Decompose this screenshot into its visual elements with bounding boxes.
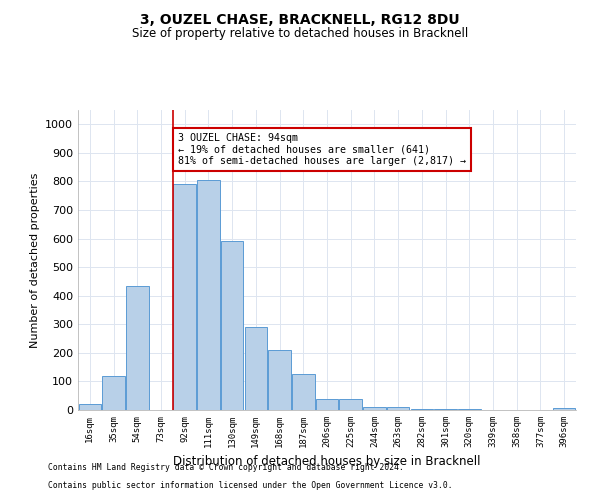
Text: 3 OUZEL CHASE: 94sqm
← 19% of detached houses are smaller (641)
81% of semi-deta: 3 OUZEL CHASE: 94sqm ← 19% of detached h… xyxy=(178,133,466,166)
Bar xyxy=(553,408,575,410)
Bar xyxy=(340,398,362,410)
Bar xyxy=(363,406,386,410)
Bar xyxy=(245,327,267,410)
Bar xyxy=(197,180,220,410)
Bar xyxy=(292,374,314,410)
Bar xyxy=(268,350,291,410)
Text: Contains public sector information licensed under the Open Government Licence v3: Contains public sector information licen… xyxy=(48,481,452,490)
Y-axis label: Number of detached properties: Number of detached properties xyxy=(29,172,40,348)
X-axis label: Distribution of detached houses by size in Bracknell: Distribution of detached houses by size … xyxy=(173,456,481,468)
Bar xyxy=(126,286,149,410)
Bar xyxy=(79,404,101,410)
Bar xyxy=(410,408,433,410)
Text: Contains HM Land Registry data © Crown copyright and database right 2024.: Contains HM Land Registry data © Crown c… xyxy=(48,464,404,472)
Bar xyxy=(387,407,409,410)
Bar xyxy=(173,184,196,410)
Text: Size of property relative to detached houses in Bracknell: Size of property relative to detached ho… xyxy=(132,28,468,40)
Bar xyxy=(316,398,338,410)
Bar xyxy=(434,408,457,410)
Text: 3, OUZEL CHASE, BRACKNELL, RG12 8DU: 3, OUZEL CHASE, BRACKNELL, RG12 8DU xyxy=(140,12,460,26)
Bar xyxy=(221,242,244,410)
Bar xyxy=(103,376,125,410)
